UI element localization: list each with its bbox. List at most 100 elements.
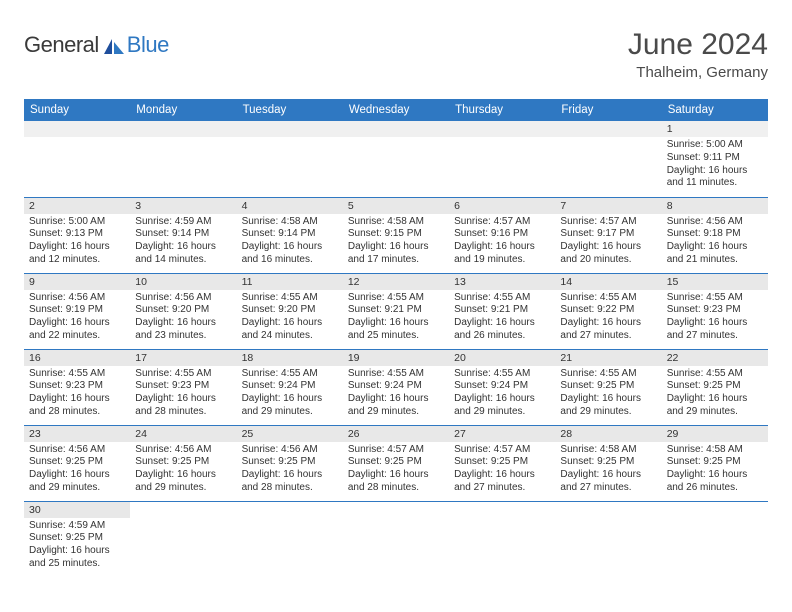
weekday-header: Thursday [449, 99, 555, 121]
sunset-line: Sunset: 9:20 PM [135, 304, 231, 317]
day-number: 27 [449, 426, 555, 442]
calendar-empty-cell [449, 121, 555, 197]
day-number: 30 [24, 502, 130, 518]
empty-daynum [555, 121, 661, 137]
calendar-day-cell: 30Sunrise: 4:59 AMSunset: 9:25 PMDayligh… [24, 501, 130, 577]
day-number: 7 [555, 198, 661, 214]
day-details: Sunrise: 4:55 AMSunset: 9:23 PMDaylight:… [130, 366, 236, 423]
calendar-empty-cell [662, 501, 768, 577]
day-details: Sunrise: 4:58 AMSunset: 9:25 PMDaylight:… [662, 442, 768, 499]
day-details: Sunrise: 4:58 AMSunset: 9:25 PMDaylight:… [555, 442, 661, 499]
sunrise-line: Sunrise: 4:57 AM [454, 444, 550, 457]
calendar-day-cell: 10Sunrise: 4:56 AMSunset: 9:20 PMDayligh… [130, 273, 236, 349]
sunset-line: Sunset: 9:25 PM [667, 380, 763, 393]
location-label: Thalheim, Germany [628, 64, 768, 81]
sunrise-line: Sunrise: 4:55 AM [348, 292, 444, 305]
calendar-empty-cell [555, 121, 661, 197]
sunrise-line: Sunrise: 4:56 AM [135, 292, 231, 305]
day-number: 8 [662, 198, 768, 214]
sunset-line: Sunset: 9:21 PM [454, 304, 550, 317]
sunset-line: Sunset: 9:25 PM [667, 456, 763, 469]
sunrise-line: Sunrise: 4:55 AM [135, 368, 231, 381]
daylight-line: Daylight: 16 hours and 27 minutes. [667, 317, 763, 343]
day-details: Sunrise: 4:55 AMSunset: 9:20 PMDaylight:… [237, 290, 343, 347]
calendar-day-cell: 15Sunrise: 4:55 AMSunset: 9:23 PMDayligh… [662, 273, 768, 349]
sunset-line: Sunset: 9:15 PM [348, 228, 444, 241]
sunset-line: Sunset: 9:20 PM [242, 304, 338, 317]
calendar-empty-cell [343, 121, 449, 197]
daylight-line: Daylight: 16 hours and 12 minutes. [29, 241, 125, 267]
sunrise-line: Sunrise: 4:55 AM [242, 292, 338, 305]
sunset-line: Sunset: 9:24 PM [348, 380, 444, 393]
empty-daynum [130, 121, 236, 137]
day-details: Sunrise: 4:59 AMSunset: 9:25 PMDaylight:… [24, 518, 130, 575]
daylight-line: Daylight: 16 hours and 25 minutes. [29, 545, 125, 571]
day-details: Sunrise: 4:56 AMSunset: 9:18 PMDaylight:… [662, 214, 768, 271]
sunrise-line: Sunrise: 4:56 AM [29, 292, 125, 305]
sunset-line: Sunset: 9:24 PM [242, 380, 338, 393]
calendar-day-cell: 13Sunrise: 4:55 AMSunset: 9:21 PMDayligh… [449, 273, 555, 349]
daylight-line: Daylight: 16 hours and 19 minutes. [454, 241, 550, 267]
calendar-day-cell: 25Sunrise: 4:56 AMSunset: 9:25 PMDayligh… [237, 425, 343, 501]
calendar-day-cell: 12Sunrise: 4:55 AMSunset: 9:21 PMDayligh… [343, 273, 449, 349]
brand-logo: General Blue [24, 32, 169, 58]
weekday-header: Monday [130, 99, 236, 121]
day-details: Sunrise: 4:58 AMSunset: 9:15 PMDaylight:… [343, 214, 449, 271]
sunset-line: Sunset: 9:25 PM [29, 532, 125, 545]
daylight-line: Daylight: 16 hours and 29 minutes. [560, 393, 656, 419]
sunrise-line: Sunrise: 4:59 AM [29, 520, 125, 533]
day-number: 11 [237, 274, 343, 290]
sunrise-line: Sunrise: 5:00 AM [667, 139, 763, 152]
day-details: Sunrise: 4:55 AMSunset: 9:24 PMDaylight:… [449, 366, 555, 423]
day-details: Sunrise: 4:57 AMSunset: 9:17 PMDaylight:… [555, 214, 661, 271]
day-number: 13 [449, 274, 555, 290]
daylight-line: Daylight: 16 hours and 28 minutes. [242, 469, 338, 495]
calendar-day-cell: 26Sunrise: 4:57 AMSunset: 9:25 PMDayligh… [343, 425, 449, 501]
day-number: 17 [130, 350, 236, 366]
day-details: Sunrise: 4:57 AMSunset: 9:25 PMDaylight:… [449, 442, 555, 499]
calendar-empty-cell [237, 121, 343, 197]
daylight-line: Daylight: 16 hours and 22 minutes. [29, 317, 125, 343]
daylight-line: Daylight: 16 hours and 28 minutes. [29, 393, 125, 419]
day-number: 28 [555, 426, 661, 442]
calendar-week-row: 30Sunrise: 4:59 AMSunset: 9:25 PMDayligh… [24, 501, 768, 577]
sunset-line: Sunset: 9:24 PM [454, 380, 550, 393]
calendar-empty-cell [343, 501, 449, 577]
daylight-line: Daylight: 16 hours and 28 minutes. [348, 469, 444, 495]
calendar-day-cell: 18Sunrise: 4:55 AMSunset: 9:24 PMDayligh… [237, 349, 343, 425]
day-number: 3 [130, 198, 236, 214]
sunset-line: Sunset: 9:19 PM [29, 304, 125, 317]
day-number: 26 [343, 426, 449, 442]
day-number: 12 [343, 274, 449, 290]
calendar-empty-cell [24, 121, 130, 197]
calendar-day-cell: 29Sunrise: 4:58 AMSunset: 9:25 PMDayligh… [662, 425, 768, 501]
daylight-line: Daylight: 16 hours and 29 minutes. [348, 393, 444, 419]
sunrise-line: Sunrise: 4:56 AM [667, 216, 763, 229]
sunset-line: Sunset: 9:25 PM [560, 380, 656, 393]
sunrise-line: Sunrise: 5:00 AM [29, 216, 125, 229]
day-number: 2 [24, 198, 130, 214]
sunrise-line: Sunrise: 4:55 AM [560, 292, 656, 305]
calendar-day-cell: 5Sunrise: 4:58 AMSunset: 9:15 PMDaylight… [343, 197, 449, 273]
calendar-day-cell: 23Sunrise: 4:56 AMSunset: 9:25 PMDayligh… [24, 425, 130, 501]
calendar-week-row: 9Sunrise: 4:56 AMSunset: 9:19 PMDaylight… [24, 273, 768, 349]
sunrise-line: Sunrise: 4:55 AM [667, 368, 763, 381]
day-number: 23 [24, 426, 130, 442]
day-details: Sunrise: 4:55 AMSunset: 9:24 PMDaylight:… [343, 366, 449, 423]
sunrise-line: Sunrise: 4:56 AM [135, 444, 231, 457]
day-number: 1 [662, 121, 768, 137]
sunrise-line: Sunrise: 4:55 AM [667, 292, 763, 305]
day-number: 16 [24, 350, 130, 366]
calendar-day-cell: 9Sunrise: 4:56 AMSunset: 9:19 PMDaylight… [24, 273, 130, 349]
calendar-day-cell: 20Sunrise: 4:55 AMSunset: 9:24 PMDayligh… [449, 349, 555, 425]
daylight-line: Daylight: 16 hours and 27 minutes. [560, 317, 656, 343]
sunset-line: Sunset: 9:23 PM [29, 380, 125, 393]
sunrise-line: Sunrise: 4:55 AM [560, 368, 656, 381]
calendar-day-cell: 1Sunrise: 5:00 AMSunset: 9:11 PMDaylight… [662, 121, 768, 197]
sunset-line: Sunset: 9:25 PM [242, 456, 338, 469]
day-details: Sunrise: 4:55 AMSunset: 9:23 PMDaylight:… [24, 366, 130, 423]
calendar-day-cell: 19Sunrise: 4:55 AMSunset: 9:24 PMDayligh… [343, 349, 449, 425]
sunrise-line: Sunrise: 4:57 AM [348, 444, 444, 457]
day-number: 22 [662, 350, 768, 366]
calendar-day-cell: 21Sunrise: 4:55 AMSunset: 9:25 PMDayligh… [555, 349, 661, 425]
